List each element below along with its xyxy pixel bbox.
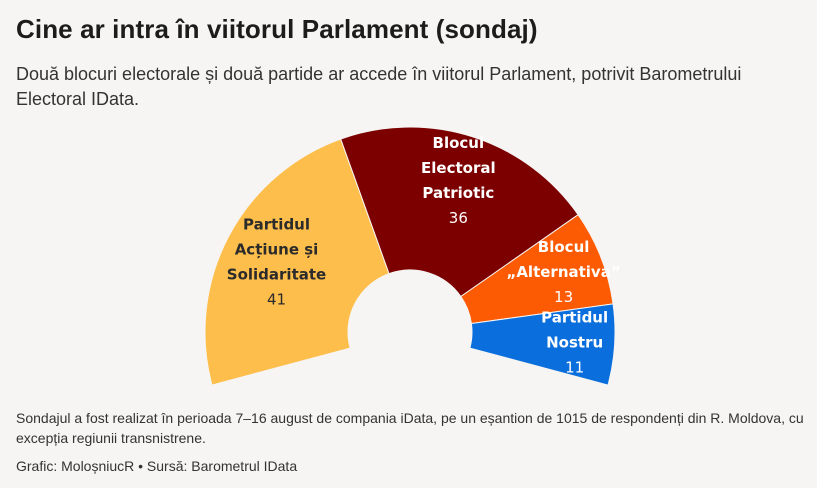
chart-title: Cine ar intra în viitorul Parlament (son… [16, 14, 538, 44]
slice-value-2: 36 [449, 209, 468, 227]
chart-subtitle: Două blocuri electorale și două partide … [16, 64, 742, 109]
slice-value-1: 41 [267, 291, 286, 309]
chart-labels: Partidul Acțiune și Solidaritate 41 Blocul El… [227, 134, 621, 376]
slice-label-4: Partidul [541, 308, 608, 326]
slice-label-4: Nostru [546, 333, 603, 351]
slice-label-2: Blocul [433, 134, 485, 152]
slice-1 [204, 138, 390, 386]
parliament-chart: Partidul Acțiune și Solidaritate 41 Blocul El… [204, 126, 621, 386]
slice-label-2: Electoral [421, 159, 496, 177]
slice-2 [340, 126, 579, 298]
slice-label-1: Acțiune și [235, 241, 319, 259]
slice-value-4: 11 [565, 358, 584, 376]
slice-label-1: Partidul [243, 216, 310, 234]
chart-source: Grafic: MoloșniucR • Sursă: Barometrul I… [16, 458, 298, 474]
slice-4 [469, 303, 616, 386]
chart-slices [204, 126, 616, 386]
slice-label-3: „Alternativa” [506, 263, 620, 281]
chart-notes: Sondajul a fost realizat în perioada 7–1… [16, 410, 804, 446]
slice-label-1: Solidaritate [227, 266, 326, 284]
slice-label-3: Blocul [538, 238, 590, 256]
slice-label-2: Patriotic [422, 184, 494, 202]
slice-value-3: 13 [554, 288, 573, 306]
